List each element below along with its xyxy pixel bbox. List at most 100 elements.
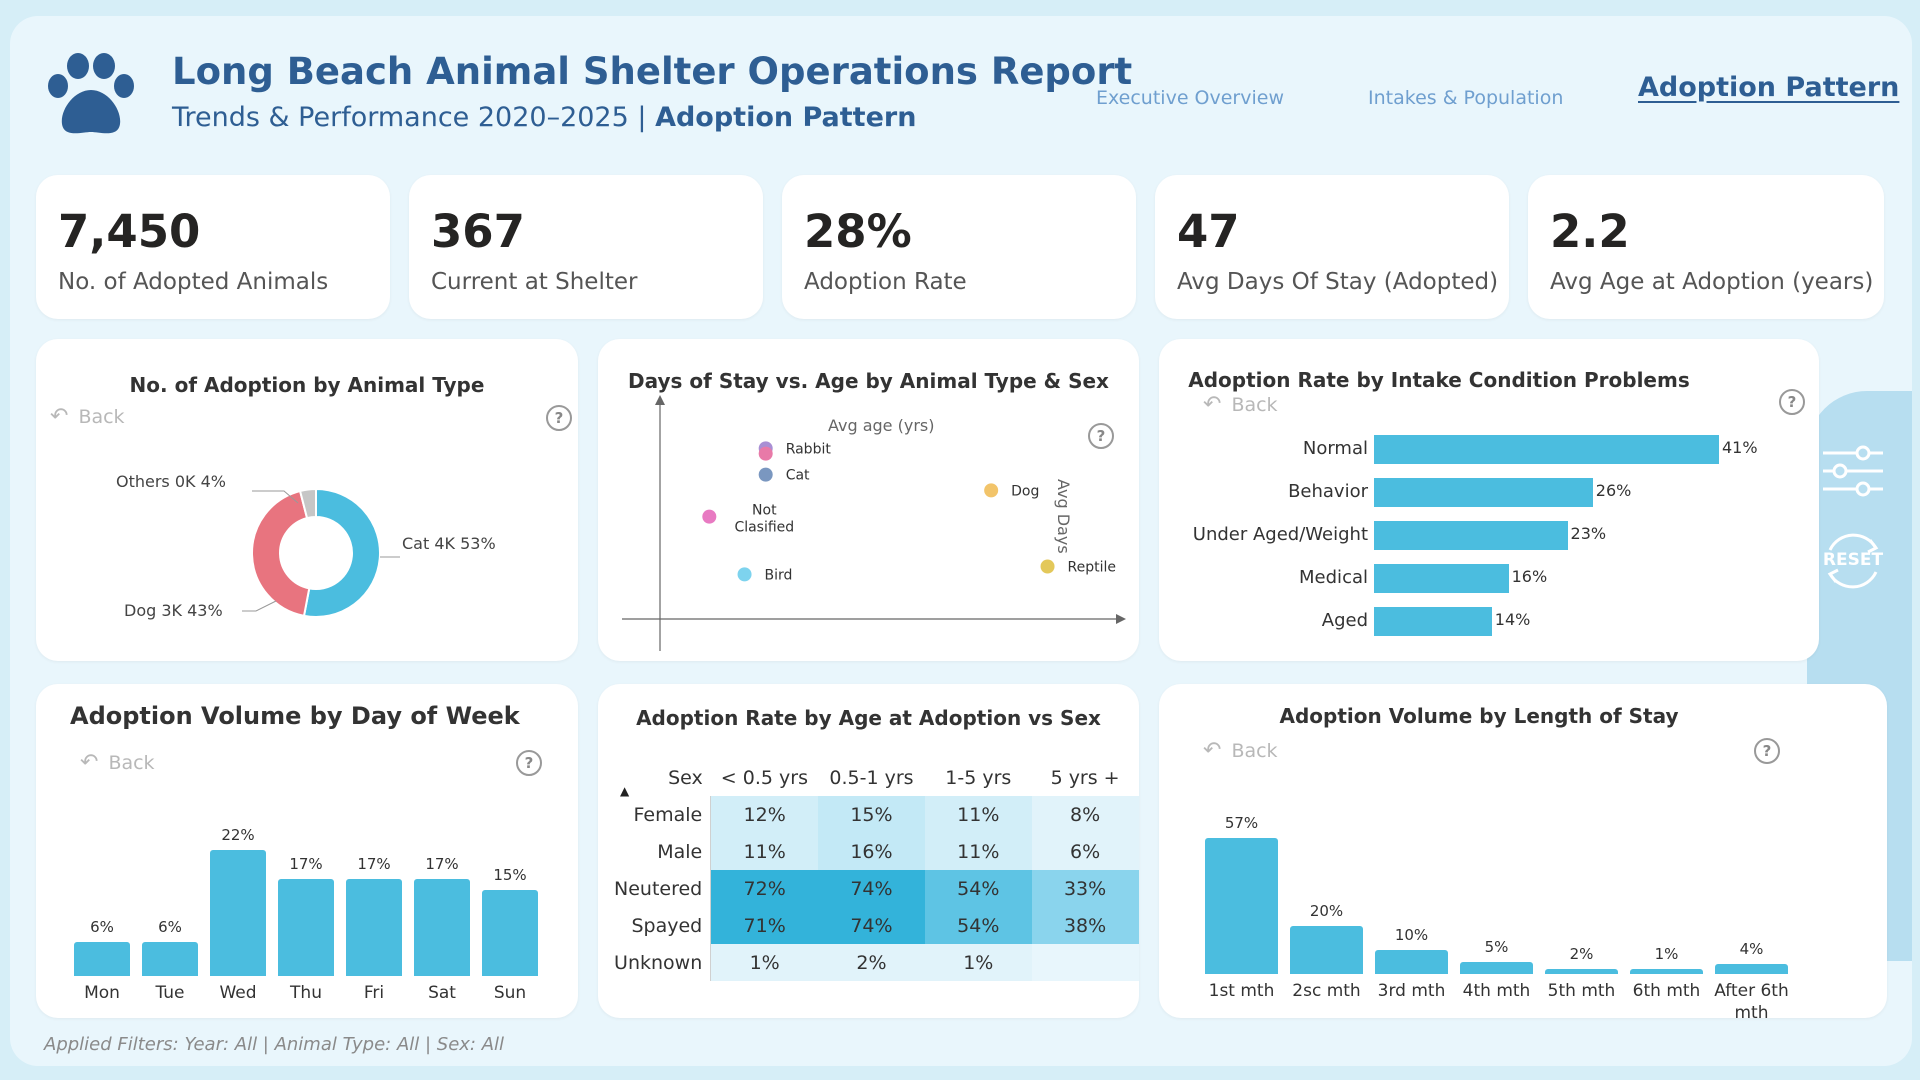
hbar-bar[interactable] (1374, 607, 1492, 636)
scatter-point-not-clasified[interactable] (702, 509, 717, 524)
kpi-value: 7,450 (58, 205, 201, 258)
dow-value-label: 17% (357, 854, 391, 873)
back-button[interactable]: ↶ Back (80, 750, 155, 775)
dow-bar[interactable] (346, 878, 402, 976)
dow-value-label: 15% (493, 866, 527, 885)
los-bar[interactable] (1545, 969, 1618, 974)
dow-category-label: Wed (219, 983, 257, 1003)
report-title: Long Beach Animal Shelter Operations Rep… (172, 50, 1133, 93)
heatmap-cell[interactable]: 11% (710, 833, 819, 870)
kpi-label: Adoption Rate (804, 269, 967, 295)
chart-title: Adoption Rate by Intake Condition Proble… (1188, 368, 1690, 392)
help-icon[interactable]: ? (1754, 738, 1780, 764)
row-header[interactable]: Unknown (606, 944, 712, 981)
col-header[interactable]: < 0.5 yrs (720, 766, 808, 789)
sliders-icon[interactable] (1818, 441, 1888, 501)
corner-header[interactable]: Sex (668, 766, 703, 789)
dow-value-label: 6% (158, 917, 182, 936)
heatmap-cell[interactable]: 16% (818, 833, 925, 870)
donut-slice-cat[interactable] (302, 487, 381, 618)
los-bar[interactable] (1715, 964, 1788, 974)
help-icon[interactable]: ? (1088, 423, 1114, 449)
los-value-label: 10% (1394, 926, 1429, 945)
heatmap-cell[interactable]: 6% (1031, 833, 1139, 870)
nav-intakes-population[interactable]: Intakes & Population (1368, 87, 1564, 109)
hbar-bar[interactable] (1374, 478, 1593, 507)
hbar-category-label: Under Aged/Weight (1192, 524, 1368, 545)
help-icon[interactable]: ? (516, 750, 542, 776)
los-bar[interactable] (1630, 969, 1703, 974)
col-header[interactable]: 0.5-1 yrs (829, 766, 914, 789)
los-bar[interactable] (1290, 926, 1363, 974)
paw-icon (48, 53, 134, 134)
row-header[interactable]: Spayed (606, 907, 712, 944)
heatmap-cell[interactable]: 33% (1031, 870, 1139, 907)
card-days-vs-age: Days of Stay vs. Age by Animal Type & Se… (598, 339, 1139, 661)
slice-label-others: Others 0K 4% (116, 472, 226, 491)
heatmap-cell[interactable]: 38% (1031, 907, 1139, 944)
help-icon[interactable]: ? (1779, 389, 1805, 415)
dow-value-label: 22% (221, 826, 255, 844)
scatter-point-cat[interactable] (758, 467, 773, 482)
heatmap-cell[interactable]: 74% (818, 907, 925, 944)
los-value-label: 4% (1739, 940, 1764, 959)
row-header[interactable]: Female (606, 796, 712, 833)
help-icon[interactable]: ? (546, 405, 572, 431)
x-axis-arrow (1116, 614, 1126, 624)
col-header[interactable]: 5 yrs + (1050, 766, 1120, 789)
dow-bar[interactable] (210, 850, 266, 976)
scatter-point-reptile[interactable] (1040, 559, 1055, 574)
los-bar[interactable] (1460, 962, 1533, 974)
header-row: Sex < 0.5 yrs 0.5-1 yrs 1-5 yrs 5 yrs + (606, 759, 1139, 796)
chart-title: Days of Stay vs. Age by Animal Type & Se… (628, 369, 1109, 393)
hbar-value-label: 23% (1570, 524, 1607, 543)
heatmap-cell[interactable]: 12% (710, 796, 819, 833)
scatter-point-bird[interactable] (737, 567, 752, 582)
dow-bar[interactable] (482, 890, 538, 976)
dow-bar[interactable] (414, 878, 470, 976)
reset-button[interactable] (1818, 526, 1888, 596)
sort-ascending-icon[interactable]: ▲ (620, 784, 630, 798)
heatmap-cell[interactable]: 1% (924, 944, 1032, 981)
back-button[interactable]: ↶ Back (1203, 392, 1278, 417)
heatmap-cell[interactable]: 15% (818, 796, 925, 833)
donut-slice-others[interactable] (298, 487, 317, 520)
los-bar-chart: 57% 1st mth 20% 2sc mth 10% 3rd mth 5% 4th mth 2… (1159, 684, 1887, 1023)
hbar-bar[interactable] (1374, 564, 1509, 593)
heatmap-row: Spayed 71% 74% 54% 38% (606, 907, 1139, 944)
nav-executive-overview[interactable]: Executive Overview (1096, 87, 1284, 109)
back-button[interactable]: ↶ Back (50, 404, 125, 429)
dow-bar[interactable] (142, 941, 198, 976)
col-header[interactable]: 1-5 yrs (945, 766, 1012, 789)
back-button[interactable]: ↶ Back (1203, 738, 1278, 763)
heatmap-cell[interactable]: 54% (924, 907, 1032, 944)
hbar-chart: Normal 41% Behavior 26% Under Aged/Weight 23%… (1159, 339, 1819, 661)
heatmap-cell[interactable]: 71% (710, 907, 819, 944)
dow-category-label: Fri (363, 983, 385, 1003)
leader-line-dog (242, 600, 277, 612)
heatmap-cell[interactable] (1031, 944, 1139, 981)
row-header[interactable]: Neutered (606, 870, 712, 907)
scatter-point-dog[interactable] (984, 483, 999, 498)
hbar-bar[interactable] (1374, 521, 1568, 550)
heatmap-cell[interactable]: 2% (818, 944, 925, 981)
donut-slice-dog[interactable] (251, 489, 311, 618)
nav-adoption-pattern[interactable]: Adoption Pattern (1638, 72, 1900, 103)
heatmap-cell[interactable]: 74% (818, 870, 925, 907)
kpi-label: Current at Shelter (431, 269, 638, 295)
hbar-bar[interactable] (1374, 435, 1719, 464)
scatter-point-unlabeled[interactable] (758, 446, 773, 461)
dow-bar[interactable] (74, 941, 130, 976)
heatmap-cell[interactable]: 8% (1031, 796, 1139, 833)
los-bar[interactable] (1375, 950, 1448, 974)
row-header[interactable]: Male (606, 833, 712, 870)
heatmap-cell[interactable]: 11% (924, 833, 1032, 870)
los-bar[interactable] (1205, 838, 1278, 974)
heatmap-cell[interactable]: 72% (710, 870, 819, 907)
heatmap-cell[interactable]: 54% (924, 870, 1032, 907)
heatmap-cell[interactable]: 11% (924, 796, 1032, 833)
dow-bar[interactable] (278, 878, 334, 976)
card-intake-condition: Adoption Rate by Intake Condition Proble… (1159, 339, 1819, 661)
heatmap-cell[interactable]: 1% (710, 944, 819, 981)
